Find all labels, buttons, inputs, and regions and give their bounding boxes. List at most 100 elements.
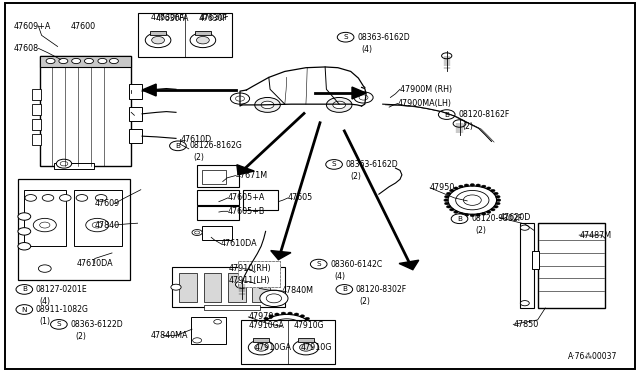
Text: S: S xyxy=(316,261,321,267)
Text: 47608: 47608 xyxy=(14,44,39,53)
Bar xyxy=(228,273,246,302)
Text: 08120-8162F: 08120-8162F xyxy=(458,110,509,119)
Text: 47605+A: 47605+A xyxy=(228,193,265,202)
Text: 47600: 47600 xyxy=(70,22,95,31)
Circle shape xyxy=(486,187,491,189)
Circle shape xyxy=(448,186,497,214)
Circle shape xyxy=(464,184,468,187)
Bar xyxy=(298,338,314,342)
Text: 47630F: 47630F xyxy=(198,14,227,23)
Circle shape xyxy=(260,335,264,338)
Text: (2): (2) xyxy=(76,332,86,341)
Bar xyxy=(238,261,280,287)
Text: 47605+B: 47605+B xyxy=(228,207,265,216)
Circle shape xyxy=(438,110,455,119)
Circle shape xyxy=(312,328,317,331)
Text: (4): (4) xyxy=(40,297,51,306)
Bar xyxy=(238,261,280,287)
Bar xyxy=(129,129,142,143)
Circle shape xyxy=(481,185,486,188)
Circle shape xyxy=(445,195,449,198)
Circle shape xyxy=(92,222,102,228)
Circle shape xyxy=(18,243,31,250)
Circle shape xyxy=(16,285,33,294)
Polygon shape xyxy=(237,165,254,175)
Circle shape xyxy=(18,228,31,235)
Circle shape xyxy=(269,341,273,344)
Circle shape xyxy=(195,231,200,234)
Circle shape xyxy=(25,195,36,201)
Text: 08363-6162D: 08363-6162D xyxy=(346,160,398,169)
Circle shape xyxy=(42,195,54,201)
Circle shape xyxy=(109,58,118,64)
Circle shape xyxy=(193,338,202,343)
Text: 47609: 47609 xyxy=(95,199,120,208)
Circle shape xyxy=(333,101,346,109)
Bar xyxy=(32,104,41,115)
Bar xyxy=(129,107,142,121)
Circle shape xyxy=(495,195,500,198)
Bar xyxy=(253,338,269,342)
Text: 47610D: 47610D xyxy=(180,135,212,144)
Circle shape xyxy=(463,195,481,205)
Text: 47900M (RH): 47900M (RH) xyxy=(400,85,452,94)
Text: S: S xyxy=(343,34,348,40)
Bar xyxy=(202,170,226,184)
Text: (1): (1) xyxy=(40,317,51,326)
Circle shape xyxy=(293,340,319,355)
Bar xyxy=(32,119,41,130)
Circle shape xyxy=(337,32,354,42)
Text: 08120-8302F: 08120-8302F xyxy=(356,285,407,294)
Circle shape xyxy=(491,189,495,192)
Bar xyxy=(538,223,605,308)
Circle shape xyxy=(309,321,314,323)
Circle shape xyxy=(300,344,312,351)
Circle shape xyxy=(491,208,495,211)
Text: 47900MA(LH): 47900MA(LH) xyxy=(398,99,452,108)
Circle shape xyxy=(493,205,498,208)
Text: (2): (2) xyxy=(193,153,204,162)
Polygon shape xyxy=(352,87,366,99)
Circle shape xyxy=(454,187,458,189)
Bar xyxy=(138,13,232,57)
Circle shape xyxy=(257,328,262,331)
Circle shape xyxy=(310,259,327,269)
Circle shape xyxy=(258,324,262,327)
Circle shape xyxy=(470,214,475,217)
Bar xyxy=(252,273,270,302)
Circle shape xyxy=(520,225,529,230)
Circle shape xyxy=(305,339,310,341)
Circle shape xyxy=(451,214,468,224)
Circle shape xyxy=(326,160,342,169)
Circle shape xyxy=(281,344,285,346)
Bar xyxy=(241,320,335,364)
Text: 47630FA: 47630FA xyxy=(150,13,185,22)
Circle shape xyxy=(449,189,454,192)
Text: (2): (2) xyxy=(360,297,371,306)
Circle shape xyxy=(294,343,299,346)
Text: 08127-0201E: 08127-0201E xyxy=(36,285,88,294)
Text: A·76⁂00037: A·76⁂00037 xyxy=(568,352,618,361)
Text: 47620D: 47620D xyxy=(499,213,531,222)
Circle shape xyxy=(275,343,279,346)
Text: (2): (2) xyxy=(462,122,473,131)
Circle shape xyxy=(275,313,279,315)
Text: 47970: 47970 xyxy=(248,312,274,321)
Text: B: B xyxy=(22,286,27,292)
Circle shape xyxy=(470,184,475,186)
Circle shape xyxy=(288,312,292,315)
Circle shape xyxy=(260,290,288,307)
Circle shape xyxy=(495,202,500,205)
Text: 08363-6122D: 08363-6122D xyxy=(70,320,123,329)
Text: B: B xyxy=(342,286,347,292)
Text: 47911(LH): 47911(LH) xyxy=(229,276,271,285)
Circle shape xyxy=(56,159,72,168)
Circle shape xyxy=(311,332,316,334)
Bar xyxy=(32,134,41,145)
Text: (4): (4) xyxy=(334,272,345,280)
Text: 47840MA: 47840MA xyxy=(150,331,188,340)
Circle shape xyxy=(170,141,186,151)
Text: 08360-6142C: 08360-6142C xyxy=(330,260,383,269)
Circle shape xyxy=(326,97,352,112)
Circle shape xyxy=(95,195,107,201)
